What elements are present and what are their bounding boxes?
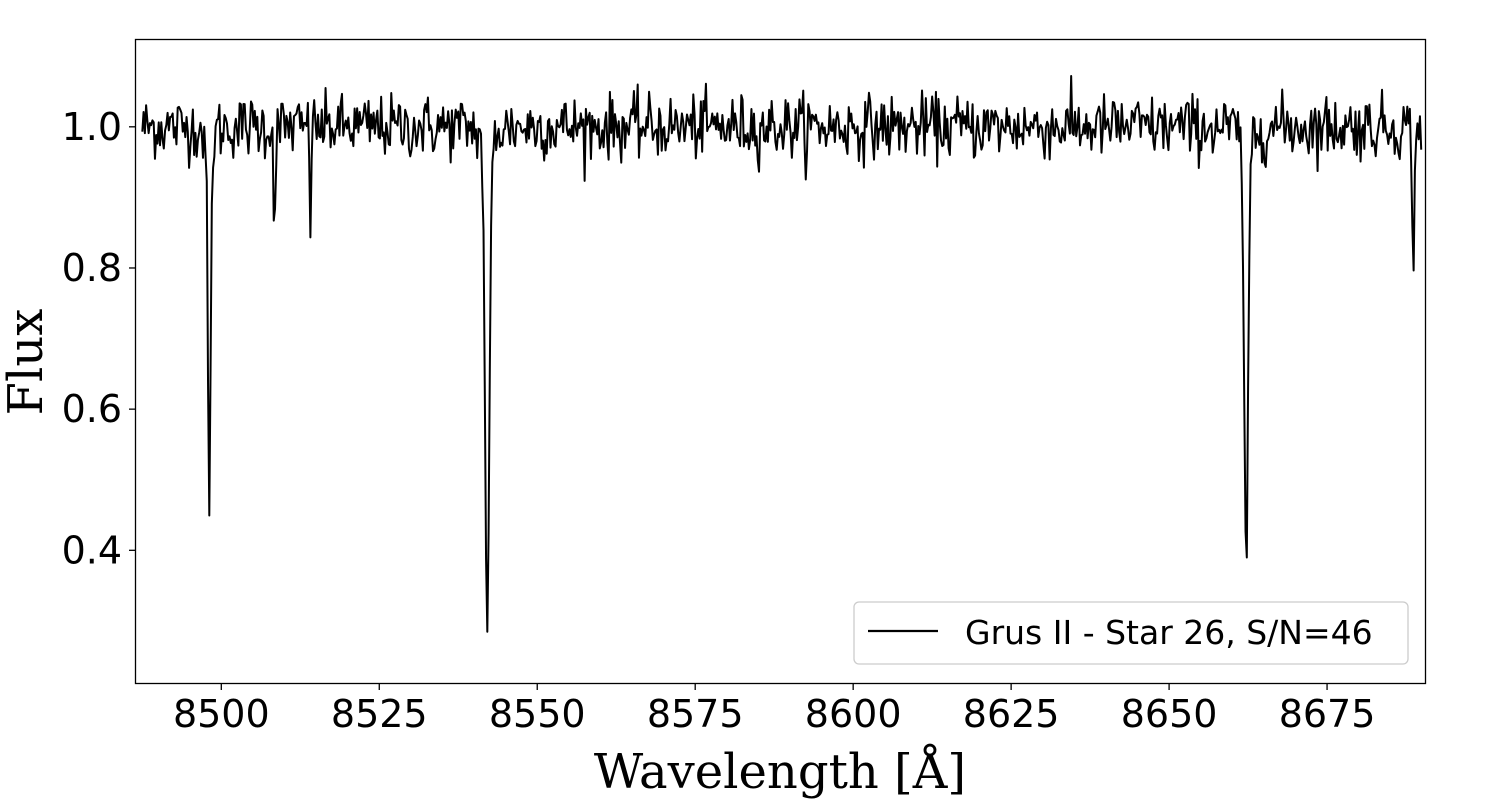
x-tick-label: 8625 <box>963 692 1060 736</box>
x-tick-label: 8575 <box>647 692 744 736</box>
spectrum-line <box>141 74 1423 633</box>
legend-label: Grus II - Star 26, S/N=46 <box>965 613 1373 652</box>
x-tick-label: 8550 <box>489 692 586 736</box>
x-tick-label: 8600 <box>805 692 902 736</box>
x-tick-label: 8500 <box>173 692 270 736</box>
legend-box <box>853 601 1409 665</box>
y-tick-label: 1.0 <box>62 105 122 149</box>
y-axis-label: Flux <box>0 309 54 416</box>
x-axis-label: Wavelength [Å] <box>594 743 966 800</box>
plot-frame <box>134 38 1427 685</box>
x-tick-label: 8525 <box>331 692 428 736</box>
y-tick-label: 0.8 <box>62 246 122 290</box>
legend: Grus II - Star 26, S/N=46 <box>853 601 1409 665</box>
y-tick-label: 0.6 <box>62 387 122 431</box>
y-tick-label: 0.4 <box>62 528 122 572</box>
x-tick-label: 8650 <box>1121 692 1218 736</box>
x-tick-label: 8675 <box>1279 692 1376 736</box>
